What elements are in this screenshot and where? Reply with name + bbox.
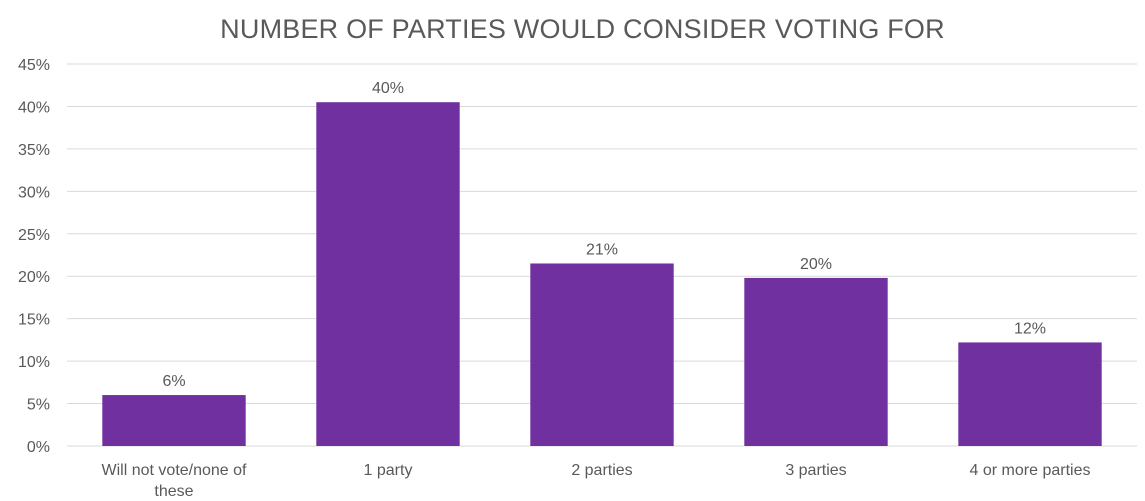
x-tick-label-line: 2 parties	[571, 462, 632, 479]
x-tick-label-line: Will not vote/none of	[102, 462, 248, 479]
x-tick-label: Will not vote/none of these	[102, 462, 248, 500]
bar	[316, 102, 460, 446]
x-tick-label-line: 4 or more parties	[970, 462, 1091, 479]
bars	[102, 102, 1102, 446]
bar	[744, 277, 888, 446]
x-axis: Will not vote/none of these 1 party 2 parti…	[102, 462, 1091, 500]
y-tick-label: 15%	[18, 312, 50, 329]
y-tick-label: 30%	[18, 184, 50, 201]
x-tick-label-line: 3 parties	[785, 462, 846, 479]
y-tick-label: 10%	[18, 354, 50, 371]
y-tick-label: 0%	[27, 439, 50, 456]
data-label: 6%	[162, 373, 185, 390]
y-tick-label: 35%	[18, 142, 50, 159]
x-tick-label: 1 party	[364, 462, 413, 479]
x-tick-label: 3 parties	[785, 462, 846, 479]
bar	[102, 395, 246, 446]
chart-title: NUMBER OF PARTIES WOULD CONSIDER VOTING …	[220, 14, 945, 44]
data-label: 12%	[1014, 320, 1046, 337]
y-tick-label: 5%	[27, 397, 50, 414]
y-tick-label: 40%	[18, 99, 50, 116]
data-label: 20%	[800, 256, 832, 273]
x-tick-label: 2 parties	[571, 462, 632, 479]
x-tick-label-line: 1 party	[364, 462, 413, 479]
data-labels: 6% 40% 21% 20% 12%	[162, 80, 1046, 390]
data-label: 21%	[586, 241, 618, 258]
y-tick-label: 25%	[18, 227, 50, 244]
bar	[530, 263, 674, 446]
x-tick-label: 4 or more parties	[970, 462, 1091, 479]
y-tick-label: 20%	[18, 269, 50, 286]
y-tick-label: 45%	[18, 57, 50, 74]
data-label: 40%	[372, 80, 404, 97]
bar	[958, 342, 1102, 446]
x-tick-label-line: these	[154, 483, 193, 500]
